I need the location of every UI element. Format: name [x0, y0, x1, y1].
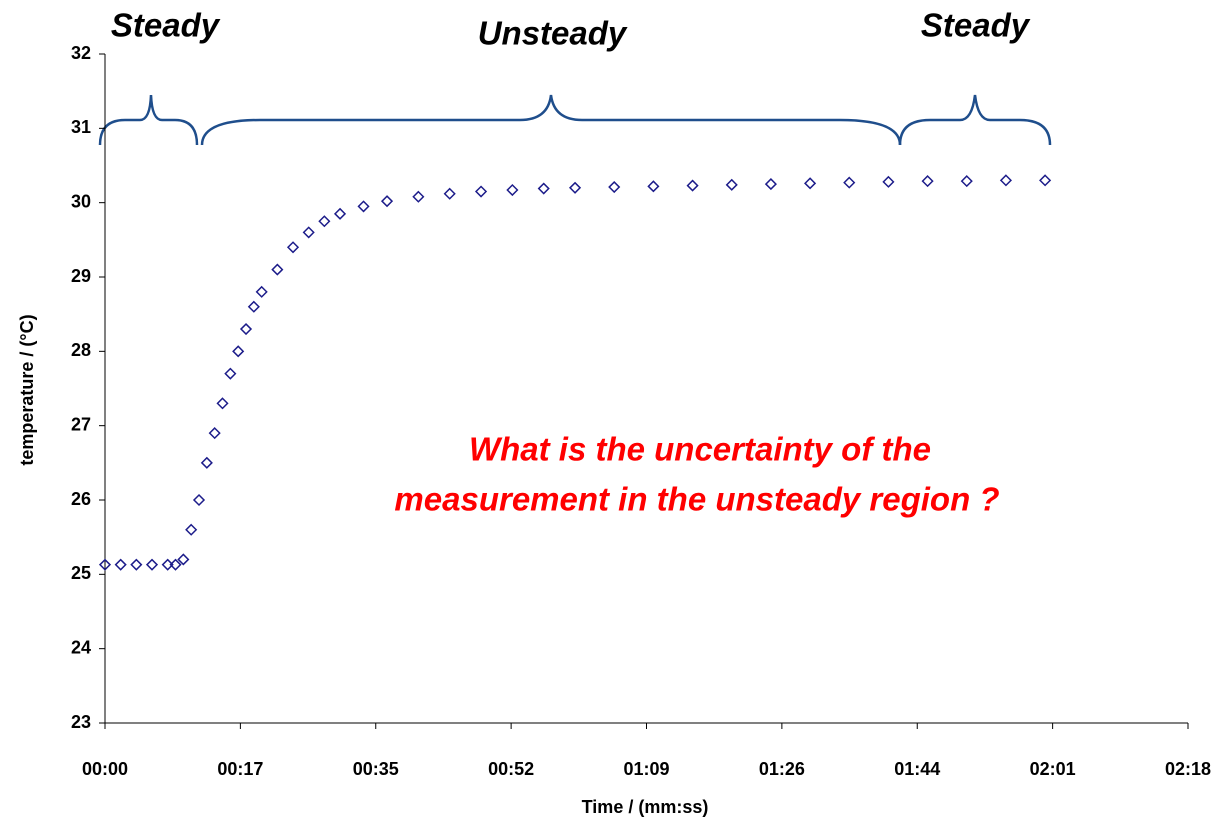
y-tick-label: 28	[71, 340, 91, 360]
data-point	[882, 175, 895, 188]
data-point	[271, 263, 284, 276]
y-tick-label: 27	[71, 414, 91, 434]
data-point	[999, 174, 1012, 187]
annotation: Unsteady	[478, 15, 628, 52]
x-tick-label: 00:35	[353, 759, 399, 779]
data-point	[333, 207, 347, 220]
data-point	[357, 200, 370, 213]
data-point	[130, 558, 143, 571]
data-point	[216, 397, 229, 410]
data-point	[318, 215, 331, 228]
y-tick-label: 30	[71, 191, 91, 211]
annotation: What is the uncertainty of the	[469, 431, 931, 468]
x-tick-label: 01:26	[759, 759, 805, 779]
data-point	[98, 558, 112, 571]
annotation: Steady	[111, 7, 221, 44]
data-point	[232, 345, 245, 358]
data-point	[568, 181, 582, 194]
x-tick-label: 00:52	[488, 759, 534, 779]
x-tick-label: 02:18	[1165, 759, 1211, 779]
data-point	[255, 285, 268, 298]
data-point	[247, 300, 260, 313]
data-point	[725, 178, 738, 191]
data-point	[1039, 174, 1052, 187]
annotation: measurement in the unsteady region ?	[394, 481, 999, 518]
x-tick-label: 00:17	[217, 759, 263, 779]
data-point	[647, 180, 660, 193]
data-point	[185, 523, 198, 536]
data-point	[608, 180, 621, 194]
data-point	[302, 226, 315, 239]
y-tick-label: 29	[71, 266, 91, 286]
y-tick-label: 24	[71, 637, 91, 657]
x-tick-label: 01:09	[623, 759, 669, 779]
data-point	[921, 175, 934, 188]
data-point	[960, 175, 973, 188]
data-point	[686, 179, 699, 192]
data-point	[380, 195, 394, 208]
data-point	[114, 558, 127, 571]
brace	[200, 94, 902, 146]
data-point	[208, 427, 221, 440]
annotation: Steady	[921, 7, 1031, 44]
data-point	[200, 456, 213, 469]
y-tick-label: 25	[71, 563, 91, 583]
y-tick-label: 31	[71, 117, 91, 137]
data-point	[239, 322, 253, 336]
data-point	[537, 182, 550, 195]
data-point	[161, 558, 174, 571]
data-point	[506, 183, 519, 197]
brace	[98, 94, 199, 146]
x-tick-label: 02:01	[1030, 759, 1076, 779]
data-point	[177, 553, 190, 566]
data-point	[764, 178, 777, 191]
x-tick-label: 01:44	[894, 759, 940, 779]
data-point	[286, 241, 300, 254]
x-axis-title: Time / (mm:ss)	[582, 797, 709, 817]
data-point	[804, 177, 817, 190]
data-point	[843, 176, 856, 189]
y-tick-label: 32	[71, 43, 91, 63]
x-tick-label: 00:00	[82, 759, 128, 779]
data-point	[224, 367, 237, 380]
data-point	[443, 187, 456, 200]
data-point	[192, 493, 206, 507]
y-axis-title: temperature / (°C)	[17, 314, 37, 465]
data-point	[169, 558, 182, 571]
y-tick-label: 23	[71, 712, 91, 732]
data-point	[474, 185, 488, 198]
data-point	[412, 190, 425, 203]
brace	[898, 94, 1052, 146]
data-point	[145, 558, 159, 571]
y-tick-label: 26	[71, 489, 91, 509]
